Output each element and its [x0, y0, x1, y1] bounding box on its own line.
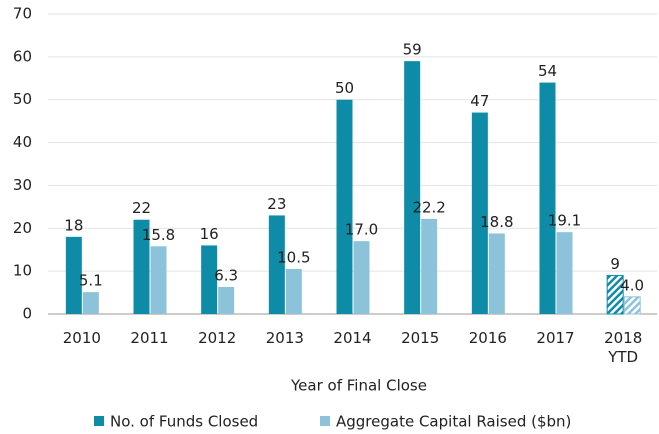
bar [201, 245, 218, 314]
x-tick-label: 2010 [62, 329, 101, 347]
y-tick-label: 50 [13, 90, 32, 108]
x-tick-label: 2018 YTD [604, 329, 643, 366]
x-tick-label: 2015 [401, 329, 440, 347]
y-tick-label: 70 [13, 5, 32, 23]
data-label: 22.2 [412, 198, 445, 216]
y-tick-label: 10 [13, 262, 32, 280]
bar [539, 82, 556, 314]
data-label: 54 [538, 62, 557, 80]
data-label: 17.0 [345, 221, 378, 239]
bar [268, 215, 285, 314]
bar [285, 269, 302, 314]
bar [421, 218, 438, 314]
legend-label: No. of Funds Closed [110, 413, 258, 431]
bar [336, 99, 353, 314]
x-tick-label: 2017 [536, 329, 575, 347]
data-label: 5.1 [79, 272, 103, 290]
legend-swatch [320, 416, 330, 426]
data-label: 19.1 [548, 212, 581, 230]
data-label: 50 [335, 79, 354, 97]
y-tick-label: 60 [13, 47, 32, 65]
data-label: 6.3 [214, 267, 238, 285]
bar [150, 246, 167, 314]
x-axis-title: Year of Final Close [290, 377, 427, 395]
bar [471, 112, 488, 314]
y-tick-label: 20 [13, 219, 32, 237]
y-tick-label: 30 [13, 176, 32, 194]
bar [606, 274, 624, 315]
legend-swatch [94, 416, 104, 426]
data-label: 18 [64, 216, 83, 234]
bar [488, 233, 505, 314]
x-tick-label: 2014 [333, 329, 372, 347]
data-label: 59 [403, 41, 422, 59]
y-tick-label: 0 [22, 305, 32, 323]
y-tick-label: 40 [13, 133, 32, 151]
bar [556, 232, 573, 314]
x-tick-label: 2013 [265, 329, 304, 347]
bar [218, 287, 235, 314]
data-label: 10.5 [277, 249, 310, 267]
x-tick-label: 2012 [198, 329, 237, 347]
bar [353, 241, 370, 314]
data-label: 18.8 [480, 213, 513, 231]
legend-label: Aggregate Capital Raised ($bn) [336, 413, 571, 431]
bar [133, 219, 150, 314]
data-label: 4.0 [620, 276, 644, 294]
bar [65, 236, 82, 314]
x-tick-label: 2011 [130, 329, 169, 347]
bar [623, 296, 641, 315]
data-label: 22 [132, 199, 151, 217]
bar [404, 61, 421, 315]
data-label: 15.8 [142, 226, 175, 244]
bar [82, 292, 99, 314]
x-tick-label: 2016 [468, 329, 507, 347]
data-label: 16 [200, 225, 219, 243]
data-label: 47 [470, 92, 489, 110]
data-label: 9 [610, 255, 620, 273]
data-label: 23 [267, 195, 286, 213]
